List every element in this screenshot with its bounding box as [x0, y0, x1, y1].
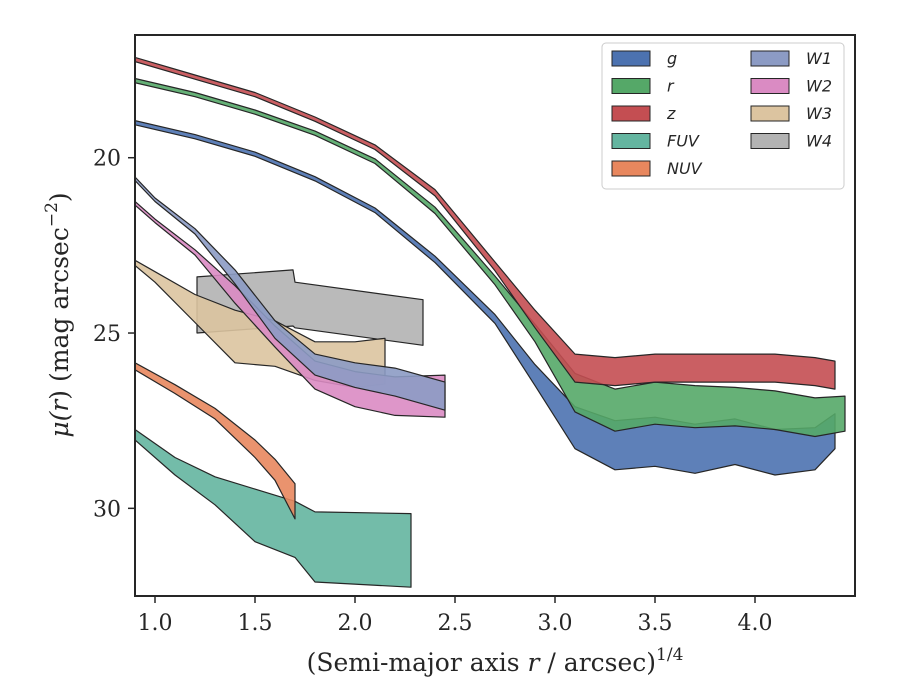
legend-label-w3: W3 — [806, 104, 832, 123]
legend-swatch-g — [611, 50, 651, 67]
y-tick-label: 30 — [93, 497, 121, 522]
legend-label-r: r — [667, 77, 675, 96]
plot-frame — [134, 34, 856, 597]
band-z — [135, 56, 836, 390]
y-tick-label: 20 — [93, 147, 121, 172]
legend-label-w1: W1 — [806, 49, 832, 68]
legend-swatch-w1 — [750, 50, 790, 67]
band-fuv — [135, 428, 412, 588]
y-axis-label: μ(r) (mag arcsec−2) — [42, 192, 74, 437]
x-axis-ticks: 1.0 1.5 2.0 2.5 3.0 3.5 4.0 — [138, 596, 773, 636]
x-tick-label: 3.5 — [638, 611, 673, 636]
legend-swatch-nuv — [611, 160, 651, 177]
y-axis-ticks: 20 25 30 — [93, 147, 135, 522]
legend: grz FUV NUV W1 W2 W3 W4 — [601, 42, 845, 190]
legend-label-fuv: FUV — [667, 132, 700, 151]
legend-swatch-z — [611, 105, 651, 122]
profile-bands — [135, 56, 846, 588]
x-tick-label: 1.0 — [138, 611, 173, 636]
legend-label-w4: W4 — [806, 132, 832, 151]
legend-swatch-w4 — [750, 133, 790, 149]
legend-label-nuv: NUV — [667, 159, 703, 178]
x-tick-label: 3.0 — [538, 611, 573, 636]
legend-swatch-r — [611, 78, 651, 94]
band-w1 — [135, 176, 446, 411]
band-r — [135, 77, 846, 438]
band-nuv — [135, 362, 296, 520]
x-tick-label: 2.0 — [338, 611, 373, 636]
legend-swatch-fuv — [611, 133, 651, 149]
x-tick-label: 1.5 — [238, 611, 273, 636]
legend-swatch-w3 — [750, 105, 790, 122]
legend-label-z: z — [666, 104, 676, 123]
legend-label-g: g — [667, 49, 677, 68]
x-axis-label: (Semi-major axis r / arcsec)1/4 — [307, 645, 684, 677]
x-tick-label: 2.5 — [438, 611, 473, 636]
y-tick-label: 25 — [93, 322, 121, 347]
legend-swatch-w2 — [750, 78, 790, 94]
band-g — [135, 119, 836, 476]
legend-label-w2: W2 — [806, 77, 832, 96]
x-tick-label: 4.0 — [738, 611, 773, 636]
